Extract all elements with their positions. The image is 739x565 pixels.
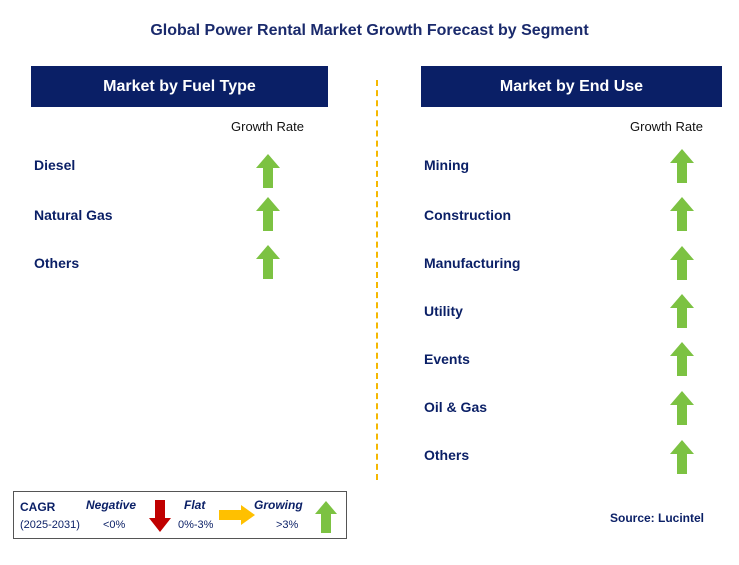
up-arrow-icon xyxy=(670,342,694,376)
end-use-row-label: Events xyxy=(424,351,470,367)
fuel-type-header: Market by Fuel Type xyxy=(31,66,328,107)
up-arrow-icon xyxy=(670,294,694,328)
end-use-header: Market by End Use xyxy=(421,66,722,107)
legend-negative-range: <0% xyxy=(103,519,126,531)
up-arrow-icon xyxy=(256,245,280,279)
source-label: Source: Lucintel xyxy=(610,511,705,525)
up-arrow-icon xyxy=(670,197,694,231)
fuel-type-row-label: Diesel xyxy=(34,157,76,173)
end-use-growth-rate-label: Growth Rate xyxy=(630,119,703,134)
end-use-row-label: Oil & Gas xyxy=(424,399,488,415)
down-arrow-icon xyxy=(149,500,171,532)
legend-cagr-label: CAGR xyxy=(20,500,56,514)
end-use-row-label: Mining xyxy=(424,157,470,173)
legend-negative-label: Negative xyxy=(86,498,137,512)
end-use-row-label: Construction xyxy=(424,207,512,223)
page-title: Global Power Rental Market Growth Foreca… xyxy=(150,22,589,39)
end-use-row-label: Manufacturing xyxy=(424,255,521,271)
right-arrow-icon xyxy=(219,505,255,525)
legend-flat-label: Flat xyxy=(184,498,206,512)
end-use-row-label: Others xyxy=(424,447,470,463)
up-arrow-icon xyxy=(670,391,694,425)
legend-flat-range: 0%-3% xyxy=(178,519,214,531)
legend-period: (2025-2031) xyxy=(20,519,80,531)
end-use-row-label: Utility xyxy=(424,303,463,319)
fuel-type-row-label: Natural Gas xyxy=(34,207,113,223)
legend-growing-range: >3% xyxy=(276,519,299,531)
legend-growing-label: Growing xyxy=(254,498,303,512)
fuel-type-growth-rate-label: Growth Rate xyxy=(231,119,304,134)
up-arrow-icon xyxy=(256,197,280,231)
up-arrow-icon xyxy=(670,149,694,183)
up-arrow-icon xyxy=(670,440,694,474)
fuel-type-row-label: Others xyxy=(34,255,80,271)
up-arrow-icon xyxy=(670,246,694,280)
up-arrow-icon xyxy=(256,154,280,188)
panel-divider xyxy=(376,80,378,480)
cagr-legend: CAGR (2025-2031) Negative <0% Flat 0%-3%… xyxy=(13,491,347,539)
up-arrow-icon xyxy=(315,501,337,533)
